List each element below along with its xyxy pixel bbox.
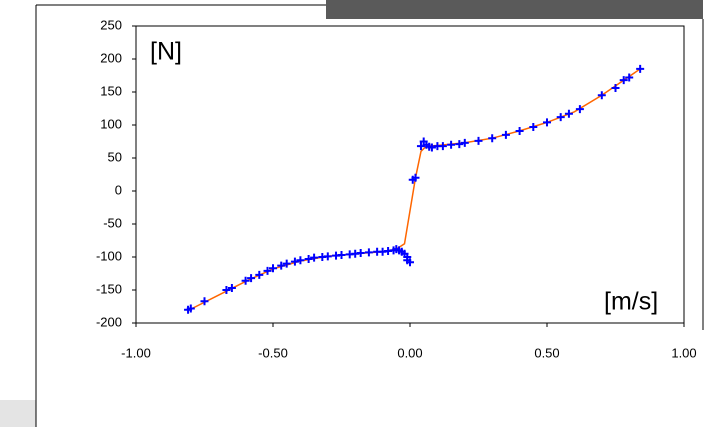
data-point xyxy=(447,140,456,149)
data-point xyxy=(304,254,313,263)
plot-area xyxy=(135,25,685,324)
data-point xyxy=(356,249,365,258)
data-point xyxy=(460,138,469,147)
x-tick-label: 0.50 xyxy=(534,345,559,360)
corner-decoration xyxy=(0,400,36,427)
x-tick-label: 1.00 xyxy=(671,345,696,360)
data-point xyxy=(416,142,425,151)
data-point xyxy=(186,304,195,313)
y-tick-label: -100 xyxy=(96,248,122,263)
data-point xyxy=(488,134,497,143)
x-tick-label: -1.00 xyxy=(121,345,151,360)
data-point xyxy=(263,266,272,275)
y-tick-label: -200 xyxy=(96,314,122,329)
y-tick-label: 150 xyxy=(100,83,122,98)
data-point xyxy=(277,261,286,270)
y-tick-label: 250 xyxy=(100,17,122,32)
x-tick-label: -0.50 xyxy=(258,345,288,360)
data-point xyxy=(222,286,231,294)
data-point xyxy=(290,257,299,266)
data-point xyxy=(200,297,209,306)
data-point xyxy=(455,140,464,149)
data-point xyxy=(241,276,250,285)
data-point xyxy=(427,143,436,152)
data-point xyxy=(337,251,346,260)
data-point xyxy=(556,113,565,122)
data-point xyxy=(619,76,628,85)
y-tick-label: 50 xyxy=(108,149,122,164)
data-point xyxy=(611,84,620,93)
y-tick-label: 200 xyxy=(100,50,122,65)
data-point xyxy=(597,91,606,100)
data-point xyxy=(282,259,291,268)
data-point xyxy=(247,274,256,283)
y-tick-label: 100 xyxy=(100,116,122,131)
x-axis-label: [m/s] xyxy=(604,288,658,316)
data-point xyxy=(564,109,573,118)
data-point xyxy=(255,270,264,279)
data-point xyxy=(474,136,483,145)
data-point xyxy=(543,118,551,127)
data-point xyxy=(625,73,634,82)
y-tick-label: -50 xyxy=(103,215,122,230)
x-tick-label: 0.00 xyxy=(397,345,422,360)
y-tick-label: 0 xyxy=(115,182,122,197)
data-point xyxy=(411,173,420,182)
y-axis-label: [N] xyxy=(150,38,182,66)
data-point xyxy=(636,64,645,73)
data-point xyxy=(438,142,447,151)
data-point xyxy=(227,284,236,293)
data-point xyxy=(364,248,373,257)
data-point xyxy=(575,105,584,114)
photo-strip xyxy=(326,0,703,19)
data-point xyxy=(406,258,414,267)
y-tick-label: -150 xyxy=(96,281,122,296)
data-point xyxy=(296,256,305,265)
data-point xyxy=(529,122,538,131)
data-point xyxy=(310,253,319,262)
data-point xyxy=(501,130,510,139)
data-point xyxy=(323,252,332,261)
data-point xyxy=(515,126,524,135)
data-point xyxy=(269,264,277,273)
